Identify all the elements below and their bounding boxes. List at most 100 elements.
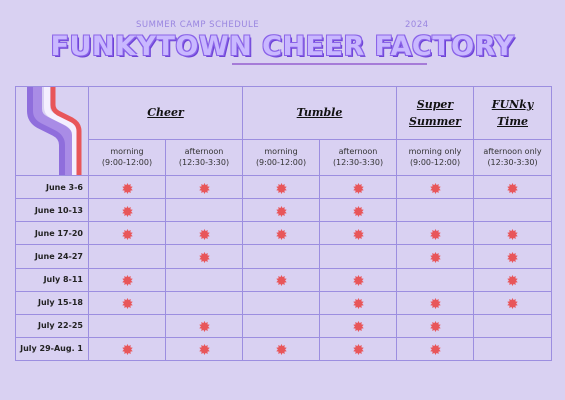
- session-label: afternoon: [184, 147, 224, 157]
- starburst-icon: [121, 275, 133, 287]
- session-header: morning (9:00-12:00): [88, 138, 166, 177]
- schedule-cell: [319, 198, 398, 223]
- week-date: July 15-18: [15, 290, 89, 315]
- schedule-cell: [396, 198, 475, 223]
- starburst-icon: [429, 251, 441, 263]
- schedule-cell: [88, 198, 166, 223]
- starburst-icon: [352, 228, 364, 240]
- starburst-icon: [198, 344, 210, 356]
- session-time: (9:00-12:00): [101, 158, 153, 168]
- schedule-cell: [242, 267, 321, 292]
- starburst-icon: [275, 275, 287, 287]
- schedule-cell: [164, 198, 244, 223]
- schedule-cell: [88, 174, 166, 200]
- schedule-cell: [473, 313, 553, 338]
- starburst-icon: [198, 228, 210, 240]
- starburst-icon: [507, 251, 518, 263]
- schedule-cell: [242, 290, 321, 315]
- session-time: (12:30-3:30): [487, 158, 538, 168]
- starburst-icon: [507, 182, 518, 194]
- schedule-cell: [319, 313, 398, 338]
- schedule-cell: [396, 221, 475, 246]
- starburst-icon: [429, 344, 441, 356]
- week-row: June 10-13: [15, 198, 553, 223]
- week-row: June 3-6: [15, 174, 553, 200]
- starburst-icon: [121, 228, 133, 240]
- schedule-cell: [473, 267, 553, 292]
- week-row: June 24-27: [15, 244, 553, 269]
- schedule-cell: [242, 198, 321, 223]
- program-header-row: Cheer Tumble Super Summer FUNky Time: [15, 86, 553, 176]
- starburst-icon: [429, 321, 441, 333]
- schedule-cell: [88, 290, 166, 315]
- schedule-cell: [88, 267, 166, 292]
- schedule-body: June 3-6 June 10-13 June 17-20 June 24-27 Ju…: [15, 174, 553, 362]
- schedule-cell: [396, 336, 475, 362]
- starburst-icon: [198, 321, 210, 333]
- schedule-cell: [88, 313, 166, 338]
- schedule-cell: [319, 244, 398, 269]
- session-label: morning: [264, 147, 298, 157]
- session-time: (9:00-12:00): [255, 158, 307, 168]
- schedule-cell: [242, 174, 321, 200]
- week-row: July 8-11: [15, 267, 553, 292]
- starburst-icon: [507, 298, 518, 310]
- week-date: June 10-13: [15, 198, 89, 223]
- starburst-icon: [275, 228, 287, 240]
- schedule-cell: [164, 221, 244, 246]
- program-header: Cheer: [87, 86, 244, 140]
- schedule-year: 2024: [405, 20, 429, 30]
- session-header: afternoon (12:30-3:30): [164, 138, 244, 177]
- program-header: FUNky Time: [473, 86, 553, 140]
- session-header: morning only (9:00-12:00): [396, 138, 475, 177]
- schedule-cell: [319, 221, 398, 246]
- schedule-cell: [242, 336, 321, 362]
- program-header: Super Summer: [396, 86, 475, 140]
- schedule-table: Cheer Tumble Super Summer FUNky Time mornin…: [15, 86, 553, 362]
- schedule-subtitle: SUMMER CAMP SCHEDULE: [136, 20, 260, 30]
- week-row: June 17-20: [15, 221, 553, 246]
- starburst-icon: [121, 344, 133, 356]
- starburst-icon: [121, 205, 133, 217]
- schedule-cell: [473, 244, 553, 269]
- retro-stripes-logo: [27, 87, 82, 175]
- schedule-cell: [319, 267, 398, 292]
- starburst-icon: [121, 182, 133, 194]
- week-date: July 22-25: [15, 313, 89, 338]
- schedule-cell: [88, 221, 166, 246]
- schedule-cell: [164, 267, 244, 292]
- page-title: FUNKYTOWN CHEER FACTORY: [50, 31, 515, 62]
- week-date: July 29-Aug. 1: [15, 336, 89, 362]
- starburst-icon: [352, 298, 364, 310]
- session-time: (12:30-3:30): [178, 158, 230, 168]
- week-date: June 24-27: [15, 244, 89, 269]
- schedule-cell: [164, 290, 244, 315]
- starburst-icon: [352, 205, 364, 217]
- schedule-cell: [396, 244, 475, 269]
- title-underline: [232, 63, 427, 65]
- schedule-cell: [396, 174, 475, 200]
- starburst-icon: [198, 182, 210, 194]
- week-date: July 8-11: [15, 267, 89, 292]
- starburst-icon: [352, 321, 364, 333]
- schedule-cell: [396, 313, 475, 338]
- schedule-cell: [164, 336, 244, 362]
- starburst-icon: [352, 275, 364, 287]
- starburst-icon: [121, 298, 133, 310]
- schedule-cell: [396, 290, 475, 315]
- session-label: morning: [110, 147, 144, 157]
- starburst-icon: [429, 298, 441, 310]
- schedule-cell: [242, 221, 321, 246]
- schedule-cell: [319, 290, 398, 315]
- logo-cell: [15, 86, 89, 176]
- schedule-cell: [164, 313, 244, 338]
- week-row: July 29-Aug. 1: [15, 336, 553, 362]
- schedule-cell: [473, 336, 553, 362]
- week-date: June 3-6: [15, 174, 89, 200]
- starburst-icon: [507, 275, 518, 287]
- schedule-cell: [396, 267, 475, 292]
- week-row: July 22-25: [15, 313, 553, 338]
- starburst-icon: [429, 182, 441, 194]
- session-header-row: morning (9:00-12:00) afternoon (12:30-3:30)…: [16, 138, 553, 177]
- schedule-cell: [164, 244, 244, 269]
